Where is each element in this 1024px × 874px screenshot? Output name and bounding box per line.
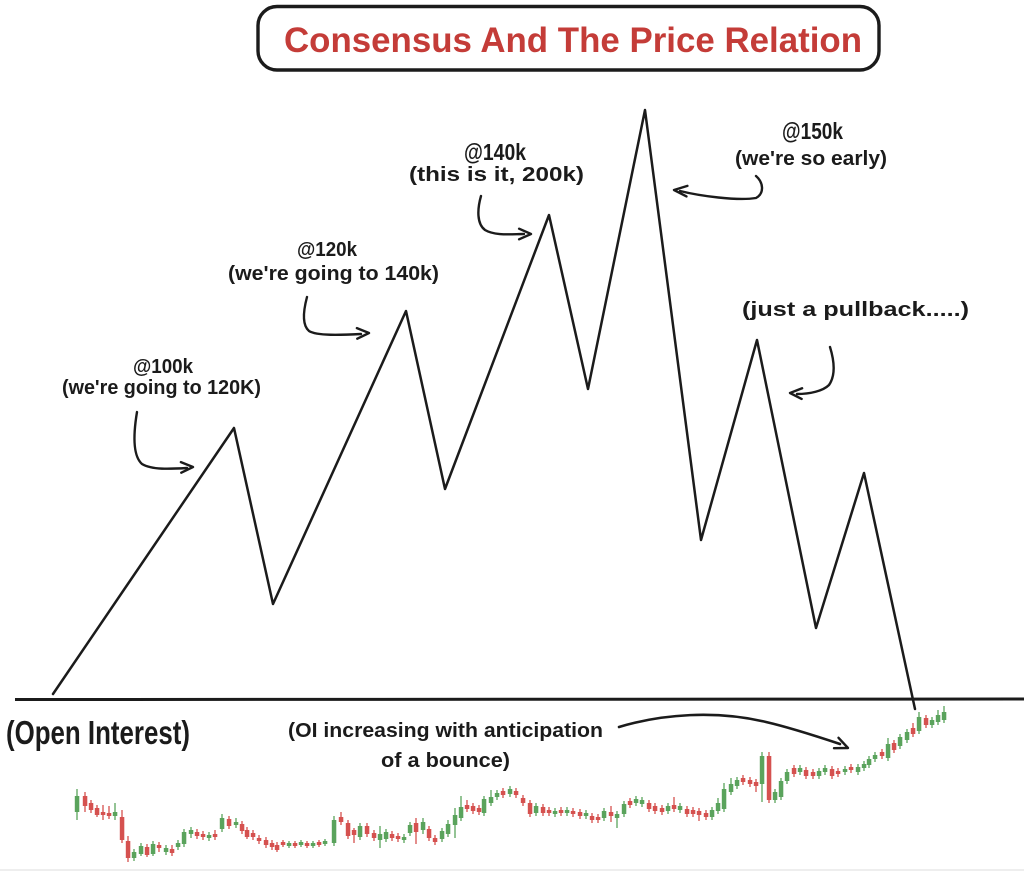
svg-text:of a bounce): of a bounce) (381, 750, 510, 772)
svg-text:(Open Interest): (Open Interest) (6, 714, 190, 751)
svg-text:(we're so early): (we're so early) (735, 148, 887, 170)
svg-text:@140k: @140k (464, 139, 526, 165)
svg-text:@120k: @120k (297, 239, 358, 261)
svg-text:(we're going to 120K): (we're going to 120K) (62, 377, 261, 399)
svg-text:@150k: @150k (782, 118, 843, 144)
svg-text:(we're going to 140k): (we're going to 140k) (228, 263, 439, 285)
svg-text:Consensus And The Price Relati: Consensus And The Price Relation (284, 21, 862, 60)
svg-text:(OI increasing with anticipati: (OI increasing with anticipation (288, 720, 603, 742)
svg-text:(this is it, 200k): (this is it, 200k) (409, 164, 584, 186)
svg-text:@100k: @100k (133, 356, 194, 378)
svg-text:(just a pullback.....): (just a pullback.....) (742, 299, 969, 321)
